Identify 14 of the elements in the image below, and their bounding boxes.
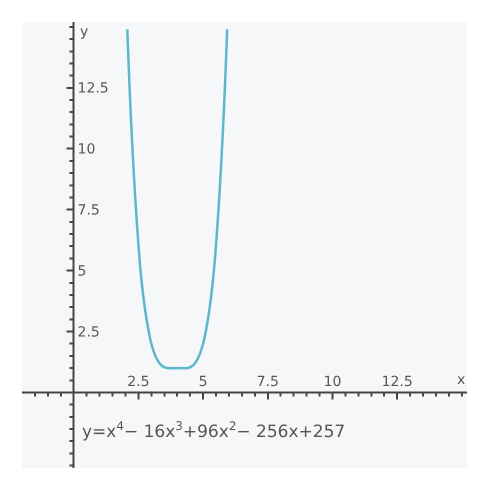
x-tick-label: 12.5 [382, 374, 413, 390]
y-tick-label: 7.5 [78, 202, 100, 219]
x-axis-title: x [457, 372, 466, 388]
y-tick-label: 12.5 [78, 80, 109, 97]
y-tick-label: 5 [78, 263, 86, 280]
y-axis-title: y [80, 24, 88, 40]
y-tick-label: 2.5 [78, 324, 100, 340]
y-tick-label: 10 [78, 142, 96, 158]
x-tick-label: 5 [198, 374, 208, 390]
annotation: y=x$^{4}$− 16x$^{3}$+96x$^{2}$− 256x+257 [82, 419, 346, 442]
x-tick-label: 2.5 [127, 374, 150, 390]
x-tick-label: 7.5 [256, 374, 279, 390]
x-tick-label: 10 [324, 374, 342, 390]
line-series [126, 28, 228, 370]
